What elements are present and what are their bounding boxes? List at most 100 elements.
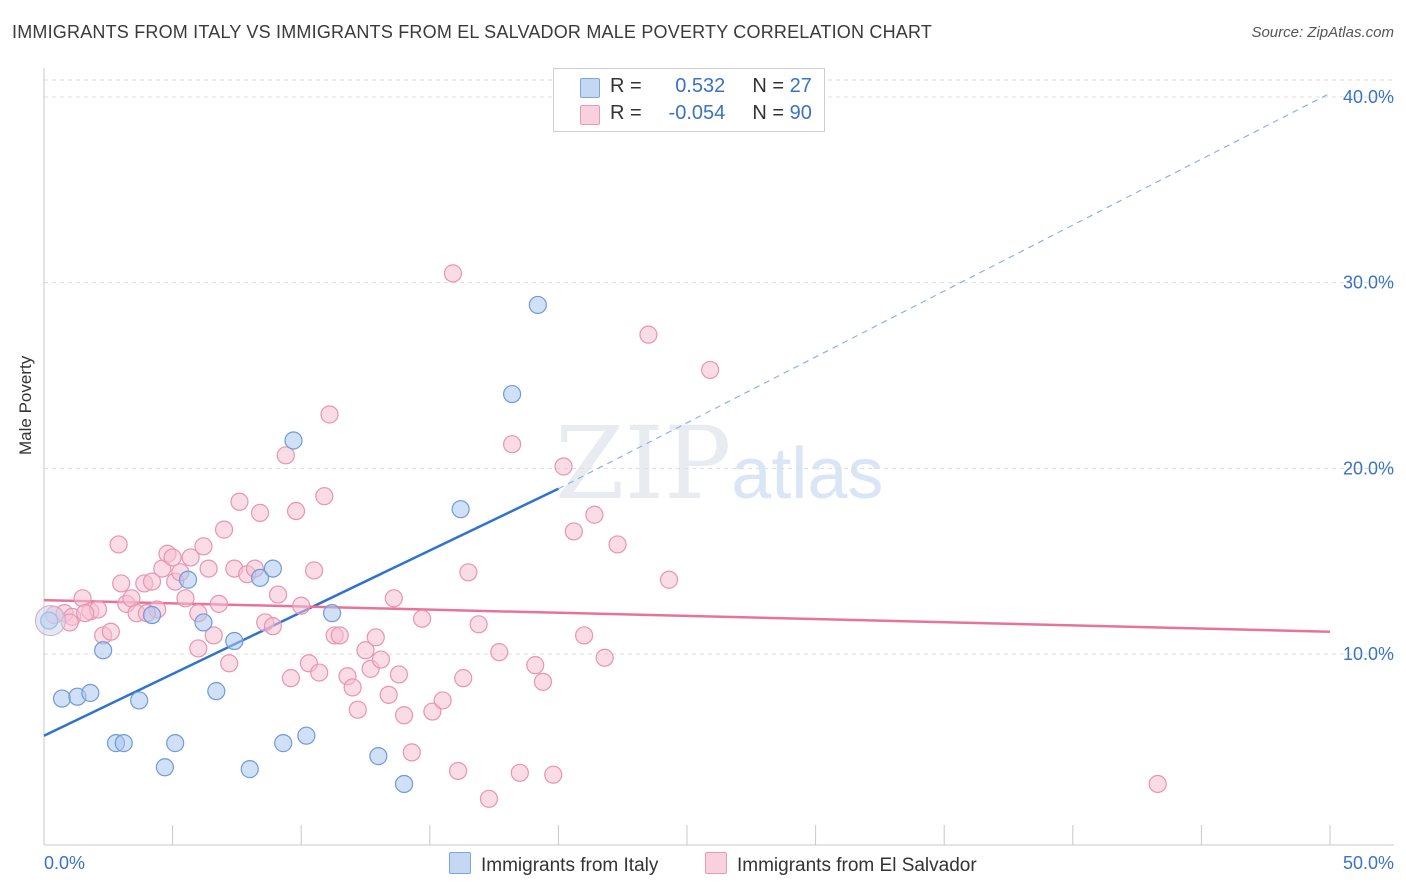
elsalvador-point <box>230 492 249 511</box>
legend-elsalvador: Immigrants from El Salvador <box>705 852 977 877</box>
elsalvador-point <box>503 435 522 454</box>
italy-point <box>250 568 270 587</box>
elsalvador-point <box>181 548 200 567</box>
italy-point <box>240 760 259 779</box>
italy-r-label: R = <box>610 75 642 97</box>
stats-legend: R = 0.532 N = 27 R = -0.054 N = 90 <box>553 68 825 132</box>
y-tick-label: 30.0% <box>1343 273 1394 293</box>
elsalvador-point <box>189 639 208 658</box>
elsalvador-point <box>469 615 488 634</box>
legend-italy-label: Immigrants from Italy <box>481 855 659 876</box>
elsalvador-trend-line <box>43 598 1331 633</box>
elsalvador-point <box>304 561 324 580</box>
tick-labels: 10.0% 20.0% 30.0% 40.0% 0.0% 50.0% <box>44 87 1394 873</box>
elsalvador-point <box>384 589 403 608</box>
watermark: ZIPatlas <box>555 405 883 522</box>
chart-title: IMMIGRANTS FROM ITALY VS IMMIGRANTS FROM… <box>12 22 933 42</box>
y-tick-label: 40.0% <box>1343 87 1394 107</box>
elsalvador-point <box>263 617 283 636</box>
italy-n-label: N = <box>752 75 785 97</box>
elsalvador-point <box>526 656 545 675</box>
italy-point <box>369 747 388 766</box>
elsalvador-point <box>101 622 120 641</box>
legend-italy: Immigrants from Italy <box>449 852 658 877</box>
elsalvador-point <box>220 654 239 673</box>
y-axis-label: Male Poverty <box>16 355 35 455</box>
elsalvador-n-value: 90 <box>789 102 812 124</box>
elsalvador-point <box>533 672 553 691</box>
italy-point <box>394 774 414 794</box>
y-tick-label: 20.0% <box>1343 458 1394 478</box>
italy-point <box>284 431 303 450</box>
elsalvador-point <box>142 572 162 591</box>
italy-point <box>166 734 185 753</box>
italy-point <box>94 641 113 660</box>
elsalvador-point <box>356 641 375 660</box>
elsalvador-point <box>510 763 529 782</box>
elsalvador-point <box>544 765 563 784</box>
legend-elsalvador-swatch <box>705 852 727 874</box>
elsalvador-point <box>163 548 182 567</box>
elsalvador-point <box>268 585 288 604</box>
x-tick-label: 0.0% <box>44 853 85 873</box>
italy-point <box>503 384 522 404</box>
italy-point <box>142 605 162 625</box>
elsalvador-point <box>112 574 131 593</box>
elsalvador-point <box>389 665 409 684</box>
elsalvador-n-label: N = <box>752 102 785 124</box>
italy-trend-extension <box>558 92 1331 490</box>
elsalvador-point <box>286 501 306 521</box>
elsalvador-point <box>639 325 658 344</box>
elsalvador-point <box>379 685 398 704</box>
elsalvador-point <box>479 789 499 808</box>
elsalvador-point <box>701 360 720 380</box>
elsalvador-point <box>595 648 614 667</box>
legend-elsalvador-label: Immigrants from El Salvador <box>737 855 977 876</box>
elsalvador-point <box>443 264 463 283</box>
italy-swatch <box>580 78 600 98</box>
elsalvador-point <box>194 537 213 556</box>
elsalvador-r-label: R = <box>610 102 642 124</box>
elsalvador-point <box>394 706 414 725</box>
elsalvador-point <box>310 663 329 682</box>
source-label: Source: ZipAtlas.com <box>1251 24 1394 41</box>
elsalvador-point <box>348 700 367 719</box>
elsalvador-point <box>564 522 583 541</box>
italy-point <box>178 570 198 589</box>
elsalvador-point <box>448 761 468 781</box>
elsalvador-point <box>554 457 573 476</box>
elsalvador-point <box>459 563 478 582</box>
italy-point <box>114 734 133 753</box>
watermark-zip: ZIP <box>555 405 732 522</box>
italy-point <box>528 295 547 315</box>
elsalvador-point <box>176 589 195 608</box>
elsalvador-point <box>412 609 432 628</box>
italy-point <box>155 758 174 777</box>
elsalvador-point <box>199 559 218 578</box>
italy-n-value: 27 <box>789 75 812 97</box>
italy-point <box>225 631 244 651</box>
elsalvador-r-value: -0.054 <box>668 102 726 124</box>
elsalvador-point <box>204 626 223 645</box>
elsalvador-point <box>343 678 362 697</box>
elsalvador-point <box>575 626 594 645</box>
italy-point <box>194 613 213 632</box>
elsalvador-point <box>109 535 128 554</box>
elsalvador-point <box>209 594 228 613</box>
italy-point <box>297 726 316 745</box>
axes <box>43 68 1394 846</box>
italy-point <box>322 604 342 623</box>
elsalvador-point <box>1148 774 1167 794</box>
elsalvador-point <box>433 691 452 710</box>
italy-point <box>263 559 283 578</box>
elsalvador-point <box>214 520 234 539</box>
watermark-atlas: atlas <box>731 434 884 514</box>
elsalvador-point <box>454 669 473 688</box>
elsalvador-point <box>250 503 270 522</box>
y-tick-label: 10.0% <box>1343 644 1394 664</box>
elsalvador-point <box>330 626 349 645</box>
elsalvador-point <box>76 604 95 623</box>
elsalvador-swatch <box>580 105 600 125</box>
x-tick-label: 50.0% <box>1343 853 1394 873</box>
elsalvador-point <box>371 650 391 669</box>
